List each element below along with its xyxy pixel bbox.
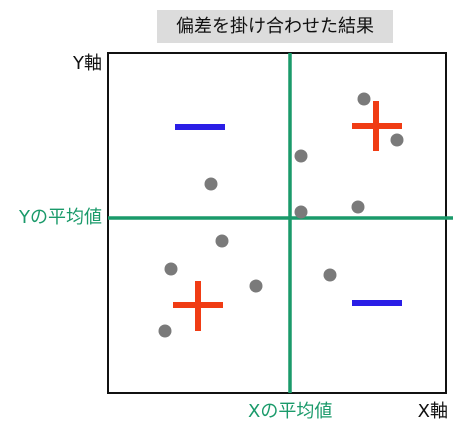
data-point	[158, 324, 172, 338]
plot-frame	[107, 52, 447, 394]
data-points	[158, 92, 404, 338]
x-mean-label: Xの平均値	[248, 401, 333, 422]
sign-plus-bottom-left	[173, 281, 223, 331]
data-point	[351, 200, 365, 214]
sign-plus-top-right	[352, 101, 402, 151]
data-point	[294, 205, 308, 219]
y-axis-label: Y軸	[73, 53, 102, 74]
diagram-title: 偏差を掛け合わせた結果	[157, 10, 393, 43]
sign-minus-bottom-right	[352, 300, 402, 306]
x-axis-label: X軸	[417, 401, 448, 422]
data-point	[323, 268, 337, 282]
data-point	[390, 133, 404, 147]
sign-minus-top-left	[175, 124, 225, 130]
data-point	[204, 177, 218, 191]
data-point	[294, 149, 308, 163]
data-point	[215, 234, 229, 248]
data-point	[249, 279, 263, 293]
y-mean-label: Yの平均値	[19, 207, 102, 228]
data-point	[164, 262, 178, 276]
data-point	[357, 92, 371, 106]
